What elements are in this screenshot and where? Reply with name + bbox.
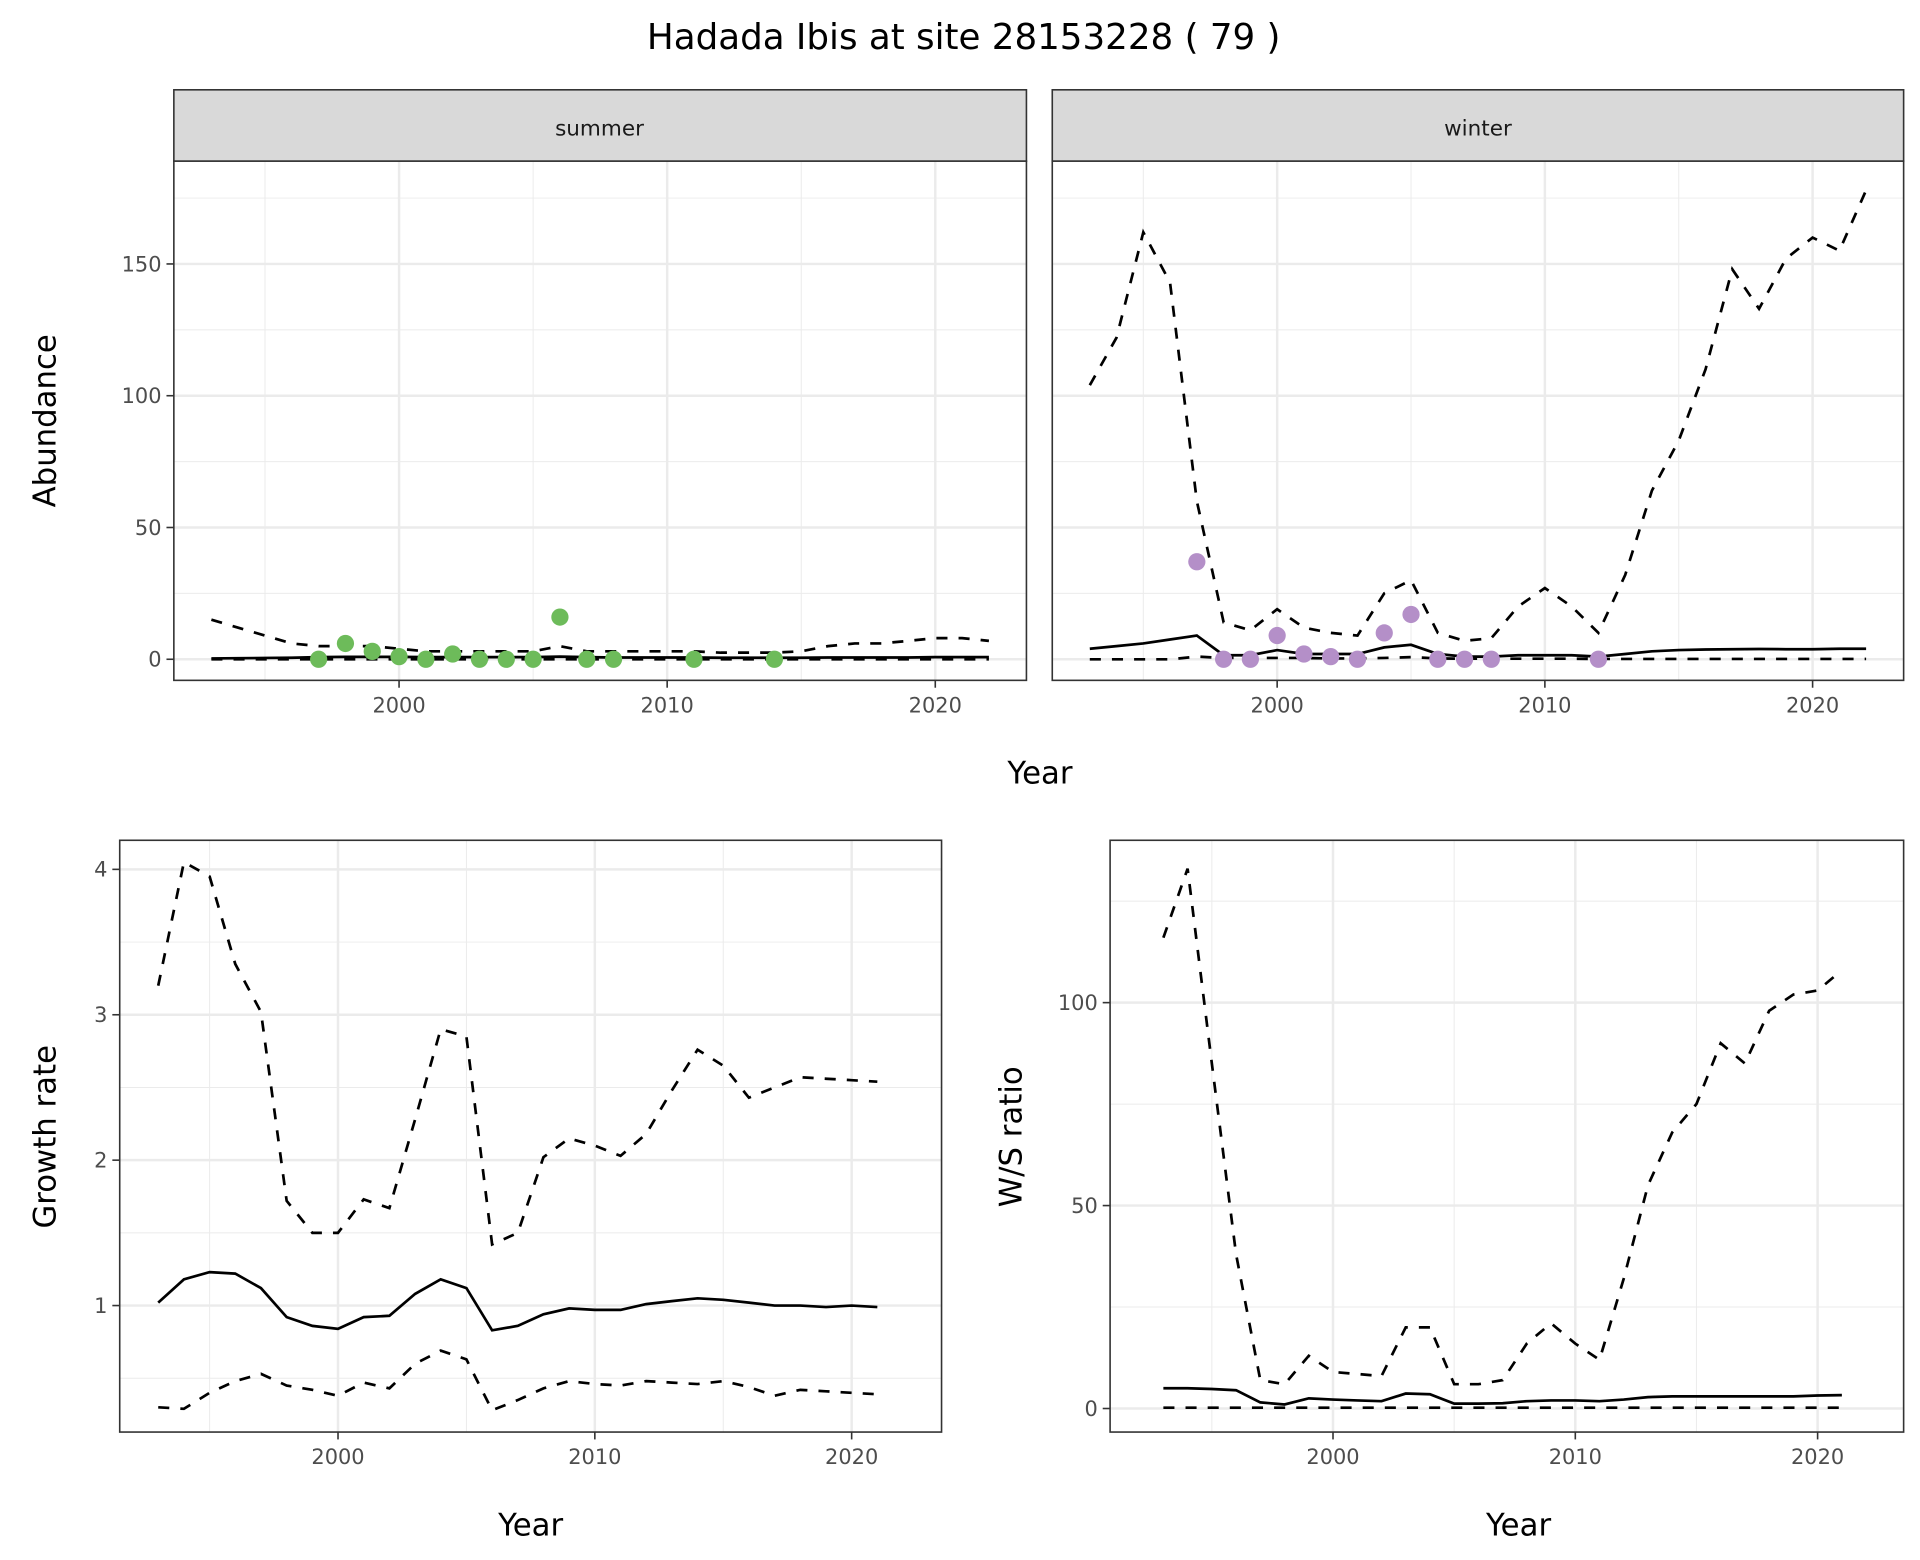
- count-point: [444, 645, 462, 663]
- ratio-y-label: W/S ratio: [994, 1066, 1030, 1207]
- lower-bound-line: [158, 1349, 878, 1412]
- y-tick-label: 50: [135, 516, 162, 540]
- count-point: [1429, 650, 1447, 668]
- panel-growth: 2000 2010 2020 1 2 3 4: [94, 839, 943, 1469]
- chart-title: Hadada Ibis at site 28153228 ( 79 ): [647, 17, 1281, 58]
- strip-summer-label: summer: [555, 116, 644, 141]
- count-point: [417, 650, 435, 668]
- upper-bound-line: [156, 859, 878, 1247]
- panel-border: [1109, 839, 1905, 1433]
- panel-border: [118, 839, 943, 1433]
- count-point: [1241, 650, 1259, 668]
- x-tick-label: 2010: [641, 693, 694, 717]
- strip-winter-label: winter: [1444, 116, 1512, 141]
- y-tick-label: 3: [94, 1003, 107, 1027]
- count-point: [1455, 650, 1474, 668]
- y-tick-label: 50: [1071, 1194, 1098, 1218]
- count-point: [685, 650, 703, 668]
- panel-summer: 2000 2010 2020 0 50 100 150: [122, 160, 1028, 717]
- count-point: [551, 608, 569, 626]
- plot-background: [119, 840, 942, 1433]
- strip-winter: winter: [1051, 89, 1905, 162]
- plot-background: [1052, 161, 1904, 681]
- x-tick-label: 2000: [1306, 1445, 1359, 1469]
- x-tick-label: 2010: [568, 1445, 621, 1469]
- count-point: [390, 648, 408, 666]
- count-point: [310, 650, 328, 668]
- top-x-label: Year: [1006, 756, 1072, 792]
- ratio-x-label: Year: [1485, 1507, 1551, 1543]
- upper-bound-line: [1162, 868, 1843, 1386]
- growth-y-label: Growth rate: [28, 1045, 64, 1229]
- plot-background: [1110, 840, 1904, 1433]
- x-tick-label: 2010: [1549, 1445, 1602, 1469]
- y-tick-label: 2: [94, 1149, 107, 1173]
- count-point: [1482, 650, 1500, 668]
- x-tick-label: 2020: [825, 1445, 878, 1469]
- count-point: [1215, 650, 1233, 668]
- count-point: [1589, 650, 1608, 668]
- x-tick-label: 2020: [1791, 1445, 1844, 1469]
- count-point: [1295, 645, 1313, 663]
- mean-line: [1163, 1386, 1842, 1406]
- growth-x-label: Year: [497, 1507, 563, 1543]
- upper-bound-line: [1088, 189, 1868, 643]
- y-tick-label: 1: [94, 1294, 107, 1318]
- count-point: [363, 642, 381, 660]
- x-tick-label: 2020: [909, 693, 962, 717]
- count-point: [604, 650, 623, 668]
- y-tick-label: 100: [122, 384, 162, 408]
- count-point: [1268, 626, 1286, 645]
- y-tick-label: 100: [1058, 991, 1098, 1015]
- count-point: [1188, 553, 1206, 571]
- x-tick-label: 2020: [1786, 693, 1839, 717]
- count-point: [1322, 648, 1340, 666]
- count-point: [336, 634, 355, 653]
- mean-line: [211, 655, 989, 660]
- abundance-y-label: Abundance: [28, 334, 64, 507]
- y-tick-label: 150: [122, 252, 162, 276]
- strip-summer: summer: [173, 89, 1028, 162]
- panel-winter: 2000 2010 2020: [1051, 160, 1905, 717]
- y-tick-label: 4: [94, 858, 107, 882]
- x-tick-label: 2010: [1518, 693, 1571, 717]
- panel-border: [173, 160, 1028, 682]
- count-point: [470, 650, 489, 668]
- count-point: [524, 650, 542, 668]
- panel-border: [1051, 160, 1905, 682]
- plot-background: [173, 161, 1027, 681]
- mean-line: [157, 1270, 878, 1332]
- count-point: [1375, 624, 1393, 642]
- count-point: [497, 650, 515, 668]
- count-point: [1348, 650, 1367, 668]
- count-point: [578, 650, 596, 668]
- lower-bound-line: [1089, 655, 1867, 661]
- x-tick-label: 2000: [1251, 693, 1304, 717]
- y-tick-label: 0: [148, 648, 161, 672]
- count-point: [1402, 605, 1420, 624]
- y-tick-label: 0: [1084, 1397, 1097, 1421]
- x-tick-label: 2000: [311, 1445, 364, 1469]
- panel-ratio: 2000 2010 2020 0 50 100: [1058, 839, 1905, 1469]
- x-tick-label: 2000: [372, 693, 425, 717]
- count-point: [765, 650, 784, 668]
